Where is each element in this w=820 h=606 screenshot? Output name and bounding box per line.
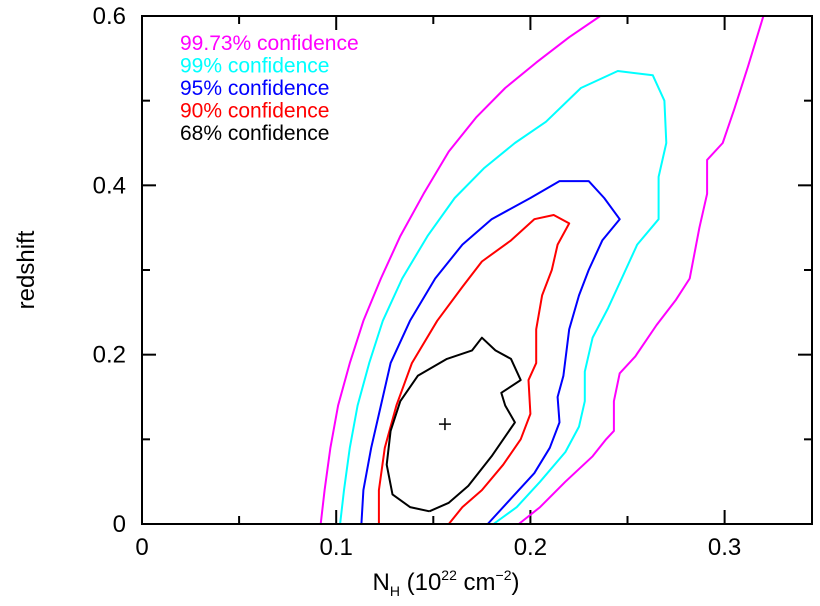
x-label-sup2: −2	[496, 567, 512, 583]
x-label-close: )	[512, 569, 520, 596]
x-tick-labels: 0 0.1 0.2 0.3	[135, 534, 741, 561]
contour-line	[360, 180, 621, 525]
contour-line	[385, 336, 522, 513]
contour-line	[518, 15, 765, 525]
contour-lines	[319, 15, 765, 525]
y-tick-label: 0.6	[93, 3, 126, 30]
x-tick-label: 0	[135, 534, 148, 561]
x-tick-label: 0.1	[320, 534, 353, 561]
legend-entry: 90% confidence	[180, 100, 329, 123]
y-tick-label: 0.4	[93, 172, 126, 199]
x-axis-label: NH (1022 cm−2)	[372, 567, 519, 599]
y-axis-label: redshift	[13, 230, 40, 309]
legend-entry: 99.73% confidence	[180, 32, 359, 55]
plot-frame	[141, 15, 813, 525]
x-label-main: N	[372, 569, 389, 596]
x-label-open: (10	[400, 569, 441, 596]
x-label-sup: 22	[441, 567, 457, 583]
contour-line	[339, 70, 668, 525]
x-tick-label: 0.3	[708, 534, 741, 561]
best-fit-marker	[438, 418, 451, 431]
legend-entry: 99% confidence	[180, 55, 329, 78]
x-label-mid: cm	[457, 569, 496, 596]
legend-entry: 95% confidence	[180, 77, 329, 100]
legend-entry: 68% confidence	[180, 122, 329, 145]
x-label-sub: H	[390, 583, 400, 599]
y-tick-label: 0	[113, 511, 126, 538]
x-tick-label: 0.2	[514, 534, 547, 561]
contour-line	[319, 15, 601, 525]
y-tick-labels: 0 0.2 0.4 0.6	[93, 3, 126, 538]
contour-line	[377, 214, 571, 525]
y-tick-label: 0.2	[93, 342, 126, 369]
